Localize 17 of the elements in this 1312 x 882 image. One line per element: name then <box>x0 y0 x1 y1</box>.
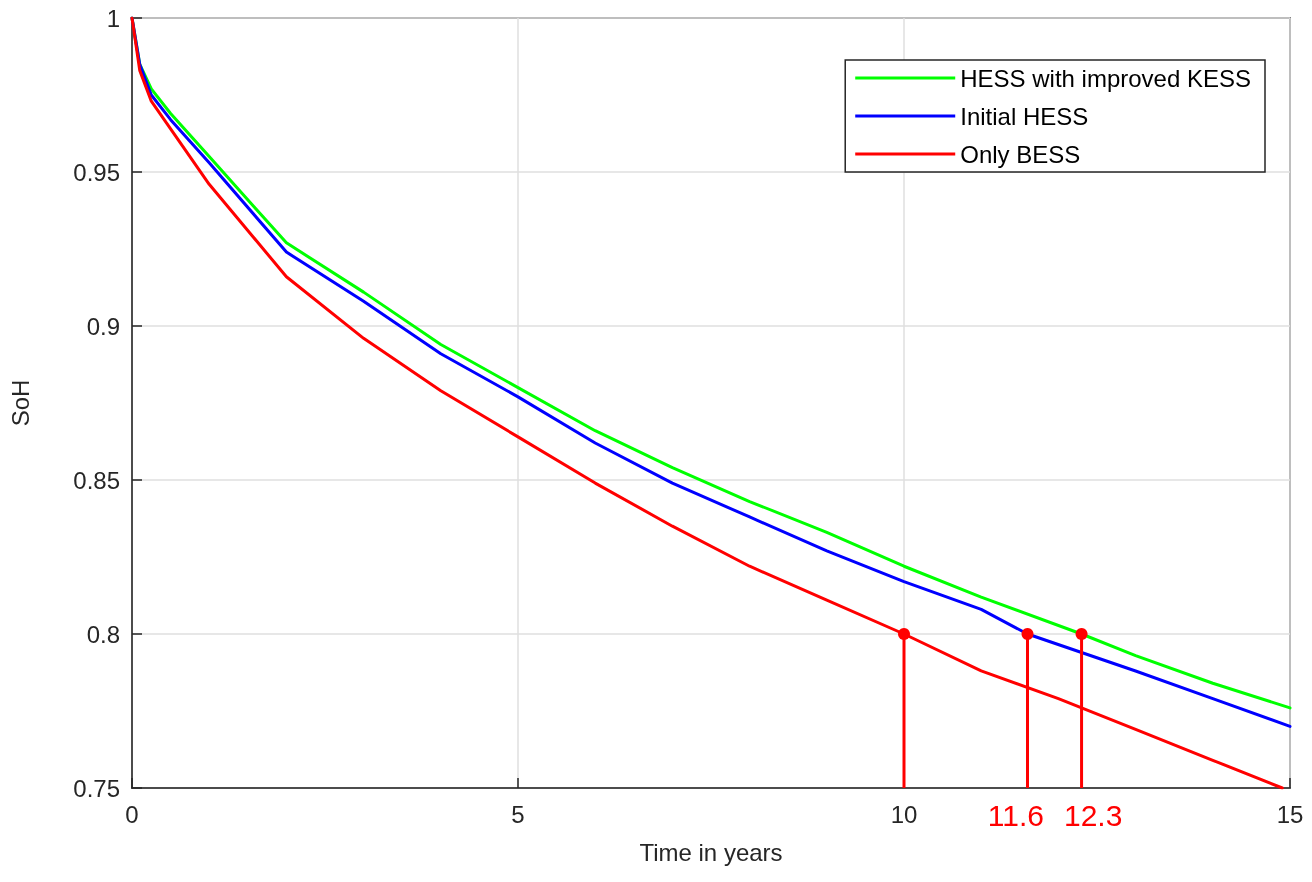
text: 12.3 <box>1063 798 1123 832</box>
y-tick-label: 0.75 <box>73 774 120 802</box>
legend-label: Only BESS <box>960 140 1081 168</box>
legend-label: HESS with improved KESS <box>960 64 1251 92</box>
text: 11.6 <box>987 798 1045 832</box>
x-tick-label: 10 <box>890 800 918 828</box>
y-tick-label: 1 <box>106 4 120 32</box>
y-tick-label: 0.9 <box>86 312 120 340</box>
x-tick-label: 0 <box>125 800 139 828</box>
y-tick-label: 0.85 <box>73 466 120 494</box>
y-tick-label: 0.8 <box>86 620 120 648</box>
y-axis-title: SoH <box>6 379 34 427</box>
legend-label: Initial HESS <box>960 102 1089 130</box>
x-tick-label: 5 <box>511 800 525 828</box>
x-tick-label: 15 <box>1276 800 1304 828</box>
x-axis-title: Time in years <box>639 838 783 866</box>
y-tick-label: 0.95 <box>73 158 120 186</box>
